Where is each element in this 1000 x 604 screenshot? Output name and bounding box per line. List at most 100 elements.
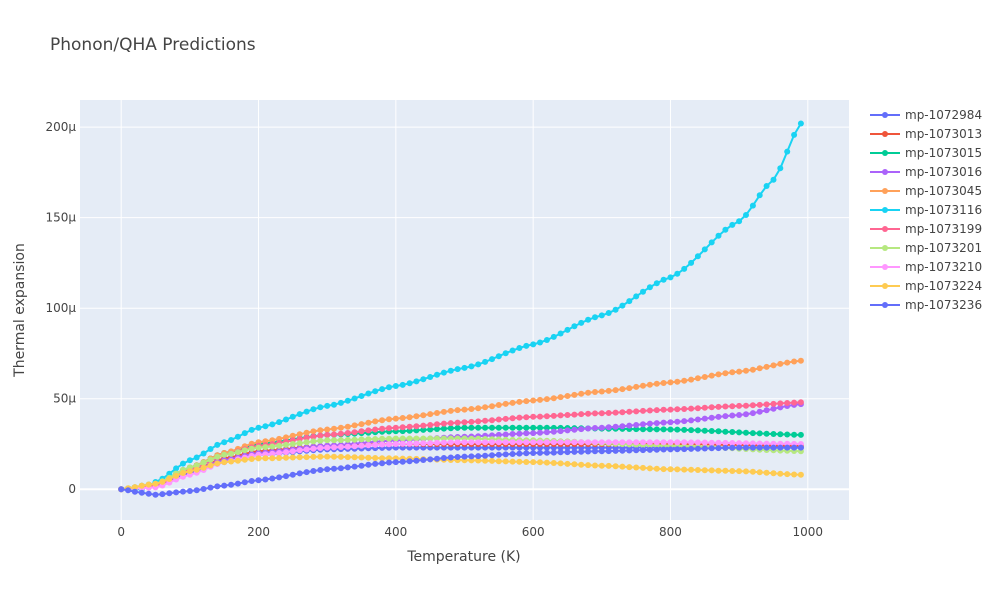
data-point	[530, 413, 537, 420]
data-point	[413, 457, 420, 464]
data-point	[337, 424, 344, 431]
data-point	[736, 402, 743, 409]
data-point	[770, 362, 777, 369]
data-point	[653, 380, 660, 387]
legend-item[interactable]: mp-1073015	[870, 146, 982, 160]
data-point	[413, 427, 420, 434]
data-point	[592, 448, 598, 455]
data-point	[598, 439, 605, 446]
data-point	[337, 453, 344, 460]
legend-item[interactable]: mp-1073045	[870, 184, 982, 198]
data-point	[674, 406, 681, 413]
data-point	[331, 465, 337, 472]
data-point	[715, 445, 722, 452]
legend-marker	[882, 264, 888, 270]
legend-item[interactable]: mp-1073016	[870, 165, 982, 179]
data-point	[283, 454, 289, 461]
legend-item[interactable]: mp-1073210	[870, 260, 982, 274]
data-point	[667, 379, 674, 386]
data-point	[303, 439, 310, 446]
legend-item[interactable]: mp-1073236	[870, 298, 982, 312]
data-point	[660, 446, 667, 453]
legend-item[interactable]: mp-1073224	[870, 279, 982, 293]
y-tick-label: 200μ	[45, 120, 76, 134]
data-point	[283, 473, 289, 480]
data-point	[303, 469, 310, 476]
data-point	[667, 426, 674, 433]
data-point	[626, 298, 633, 305]
data-point	[571, 439, 578, 446]
data-point	[180, 460, 186, 467]
data-point	[193, 466, 200, 473]
data-point	[585, 448, 592, 455]
legend-item[interactable]: mp-1073201	[870, 241, 982, 255]
data-point	[660, 406, 667, 413]
data-point	[777, 165, 784, 172]
legend-item[interactable]: mp-1072984	[870, 108, 982, 122]
legend-item[interactable]: mp-1073199	[870, 222, 982, 236]
data-point	[344, 464, 351, 471]
data-point	[241, 456, 248, 463]
legend-item[interactable]: mp-1073116	[870, 203, 982, 217]
data-point	[324, 426, 331, 433]
data-point	[454, 454, 461, 460]
data-point	[688, 376, 695, 383]
data-point	[386, 441, 392, 448]
x-tick-label: 1000	[793, 525, 824, 539]
data-point	[331, 425, 337, 432]
data-point	[722, 439, 729, 446]
data-point	[578, 390, 585, 397]
data-point	[708, 239, 715, 246]
data-point	[626, 439, 633, 446]
data-point	[701, 427, 708, 434]
y-axis-label: Thermal expansion	[12, 243, 28, 378]
data-point	[303, 434, 310, 441]
data-point	[708, 404, 715, 411]
data-point	[131, 488, 138, 495]
data-point	[324, 402, 331, 409]
data-point	[605, 462, 612, 469]
data-point	[509, 458, 516, 465]
data-point	[440, 425, 447, 432]
data-point	[495, 402, 502, 408]
data-point	[537, 429, 543, 436]
data-point	[640, 439, 646, 446]
data-point	[667, 446, 674, 453]
data-point	[489, 403, 495, 410]
data-point	[310, 445, 317, 452]
data-point	[118, 486, 125, 493]
data-point	[605, 310, 612, 316]
data-point	[468, 453, 475, 460]
data-point	[756, 365, 763, 372]
data-point	[660, 419, 667, 426]
legend-item[interactable]: mp-1073013	[870, 127, 982, 141]
data-point	[248, 478, 255, 484]
data-point	[640, 407, 646, 414]
data-point	[317, 453, 324, 460]
x-tick-label: 600	[522, 525, 545, 539]
data-point	[763, 444, 770, 451]
data-point	[653, 280, 660, 287]
data-point	[365, 454, 372, 461]
series-line	[121, 403, 802, 491]
data-point	[633, 383, 640, 390]
data-point	[221, 459, 228, 466]
data-point	[502, 451, 509, 458]
data-point	[550, 412, 557, 419]
data-point	[289, 471, 296, 478]
data-point	[646, 439, 653, 446]
data-point	[331, 437, 337, 444]
data-point	[578, 319, 585, 326]
data-point	[749, 202, 756, 209]
data-point	[221, 482, 228, 489]
data-point	[674, 418, 681, 425]
data-point	[708, 414, 715, 421]
data-point	[173, 489, 180, 496]
data-point	[386, 425, 392, 432]
data-point	[660, 439, 667, 446]
data-point	[701, 439, 708, 446]
data-point	[509, 415, 516, 422]
data-point	[269, 455, 276, 462]
data-point	[585, 425, 592, 432]
y-tick-label: 100μ	[45, 301, 76, 315]
